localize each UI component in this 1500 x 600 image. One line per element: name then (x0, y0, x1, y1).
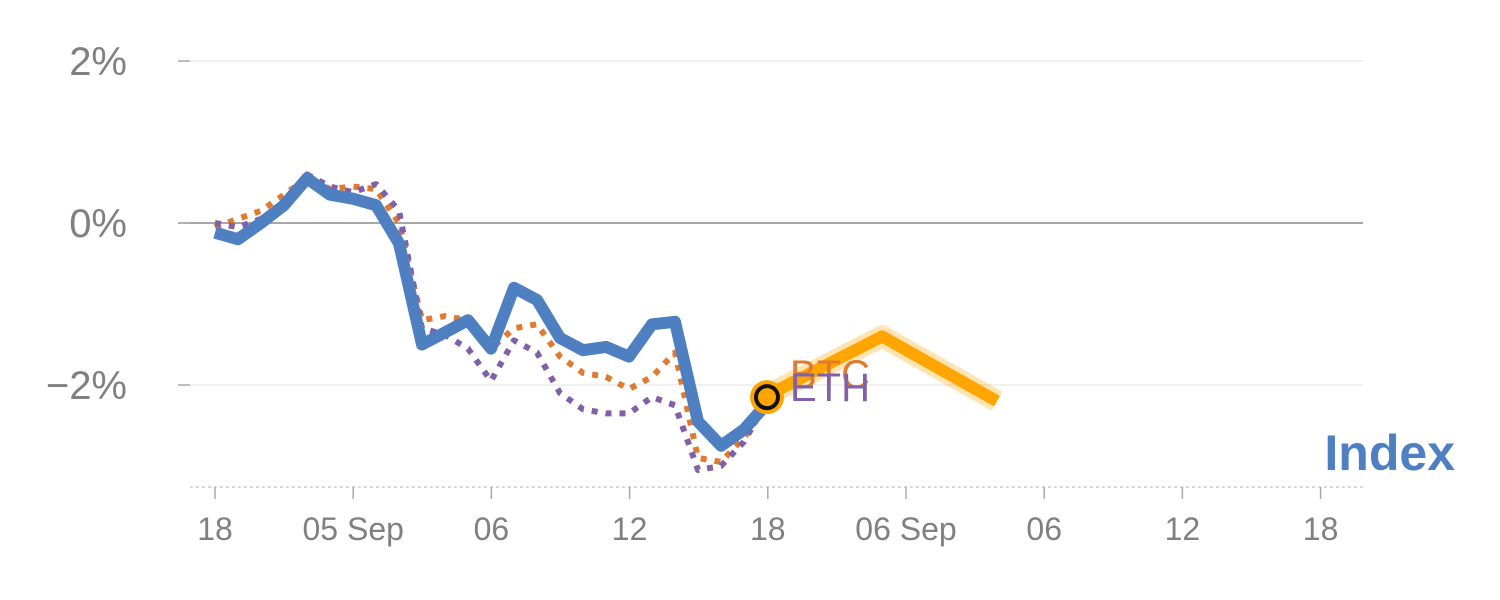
eth-line (214, 171, 770, 473)
x-tick-label: 06 Sep (855, 511, 956, 547)
series-lines (213, 171, 1003, 473)
btc-line (213, 175, 770, 465)
eth-label: ETH (790, 366, 870, 410)
x-tick-label: 18 (750, 511, 786, 547)
grid-lines (178, 60, 1363, 386)
x-axis: 18 05 Sep 06 12 18 06 Sep 06 12 18 (190, 486, 1365, 547)
x-tick-label: 12 (612, 511, 648, 547)
x-tick-label: 06 (1026, 511, 1062, 547)
x-tick-label: 12 (1165, 511, 1201, 547)
index-label: Index (1324, 425, 1455, 481)
btc-label: BTC (790, 353, 870, 397)
x-tick-label: 06 (474, 511, 510, 547)
x-tick-label: 18 (1303, 511, 1339, 547)
forecast-line (764, 330, 1000, 407)
x-tick-label: 18 (197, 511, 233, 547)
x-tick-label: 05 Sep (302, 511, 403, 547)
y-axis: 2% 0% −2% (46, 40, 127, 408)
index-line (213, 172, 772, 452)
y-tick-label: −2% (46, 364, 127, 408)
end-marker (754, 384, 780, 411)
y-tick-label: 0% (69, 202, 127, 246)
y-tick-label: 2% (69, 40, 127, 84)
